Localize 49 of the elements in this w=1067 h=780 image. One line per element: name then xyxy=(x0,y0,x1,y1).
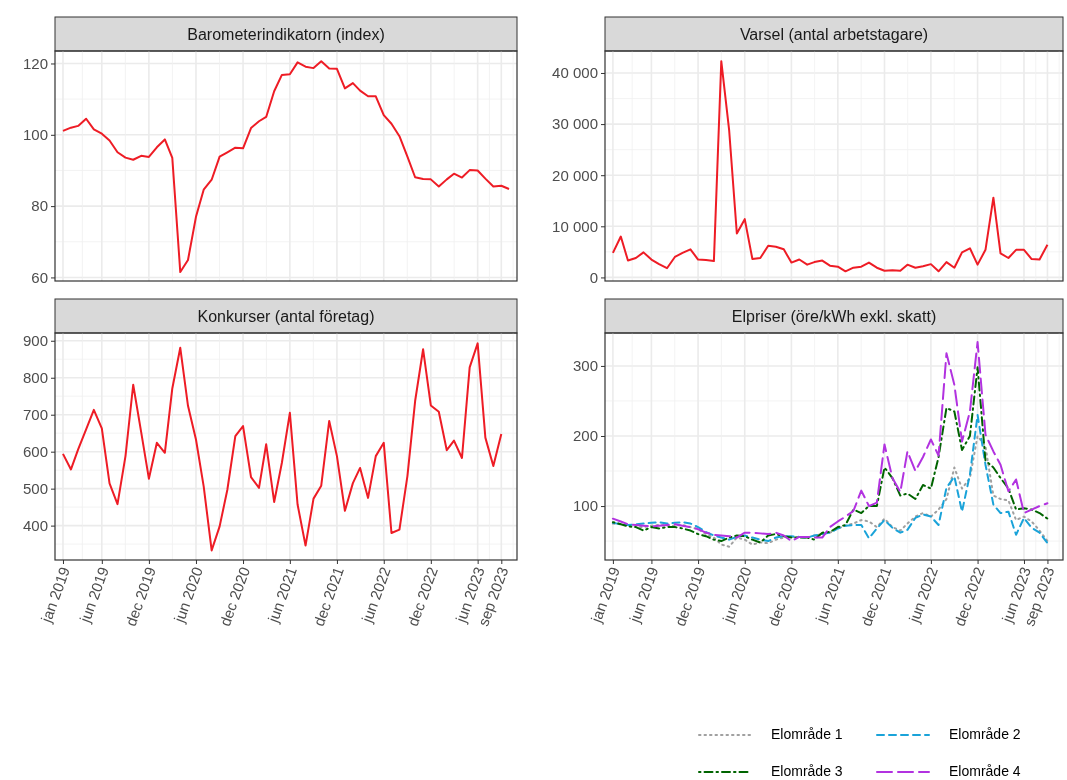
y-tick-label: 10 000 xyxy=(552,217,598,235)
y-tick-label: 100 xyxy=(22,126,48,144)
line-series xyxy=(61,342,503,552)
y-tick-label: 0 xyxy=(589,268,598,286)
legend-label: Elområde 1 xyxy=(771,725,843,742)
x-tick-label: dec 2019 xyxy=(121,564,159,629)
x-tick-label: jun 2019 xyxy=(625,564,662,626)
line-series xyxy=(61,60,511,274)
y-tick-label: 700 xyxy=(22,406,48,424)
y-tick-label: 800 xyxy=(22,369,48,387)
x-tick-label: dec 2022 xyxy=(403,564,441,629)
chart-title: Varsel (antal arbetstagare) xyxy=(739,26,929,43)
y-tick-label: 80 xyxy=(31,197,48,215)
x-tick-label: dec 2020 xyxy=(216,564,254,629)
legend-label: Elområde 4 xyxy=(949,762,1021,779)
x-tick-label: jan 2019 xyxy=(586,564,623,626)
y-tick-label: 40 000 xyxy=(552,64,598,82)
y-tick-label: 900 xyxy=(22,332,48,350)
y-tick-label: 30 000 xyxy=(552,115,598,133)
x-tick-label: dec 2022 xyxy=(950,564,988,629)
x-tick-label: jun 2020 xyxy=(170,564,207,626)
x-tick-label: jun 2021 xyxy=(263,564,300,626)
y-tick-label: 100 xyxy=(572,497,598,515)
y-tick-label: 400 xyxy=(22,516,48,534)
x-tick-label: jan 2019 xyxy=(37,564,74,626)
x-tick-label: jun 2022 xyxy=(357,564,394,626)
x-tick-label: jun 2020 xyxy=(718,564,755,626)
y-tick-label: 60 xyxy=(31,268,48,286)
y-tick-label: 600 xyxy=(22,442,48,460)
line-series xyxy=(611,413,1049,545)
x-tick-label: jun 2022 xyxy=(904,564,941,626)
y-tick-label: 120 xyxy=(22,54,48,72)
x-tick-label: dec 2021 xyxy=(857,564,895,629)
line-series xyxy=(611,434,1049,548)
y-tick-label: 300 xyxy=(572,357,598,375)
legend-label: Elområde 3 xyxy=(771,762,843,779)
x-tick-label: dec 2021 xyxy=(309,564,347,629)
x-tick-label: jun 2019 xyxy=(75,564,112,626)
line-series xyxy=(611,60,1049,273)
x-tick-label: dec 2019 xyxy=(671,564,709,629)
chart-title: Barometerindikatorn (index) xyxy=(187,26,385,43)
y-tick-label: 200 xyxy=(572,427,598,445)
x-tick-label: dec 2020 xyxy=(764,564,802,629)
legend-label: Elområde 2 xyxy=(949,725,1021,742)
chart-title: Konkurser (antal företag) xyxy=(197,308,375,325)
y-tick-label: 500 xyxy=(22,479,48,497)
chart-title: Elpriser (öre/kWh exkl. skatt) xyxy=(731,308,937,325)
y-tick-label: 20 000 xyxy=(552,166,598,184)
x-tick-label: jun 2021 xyxy=(811,564,848,626)
